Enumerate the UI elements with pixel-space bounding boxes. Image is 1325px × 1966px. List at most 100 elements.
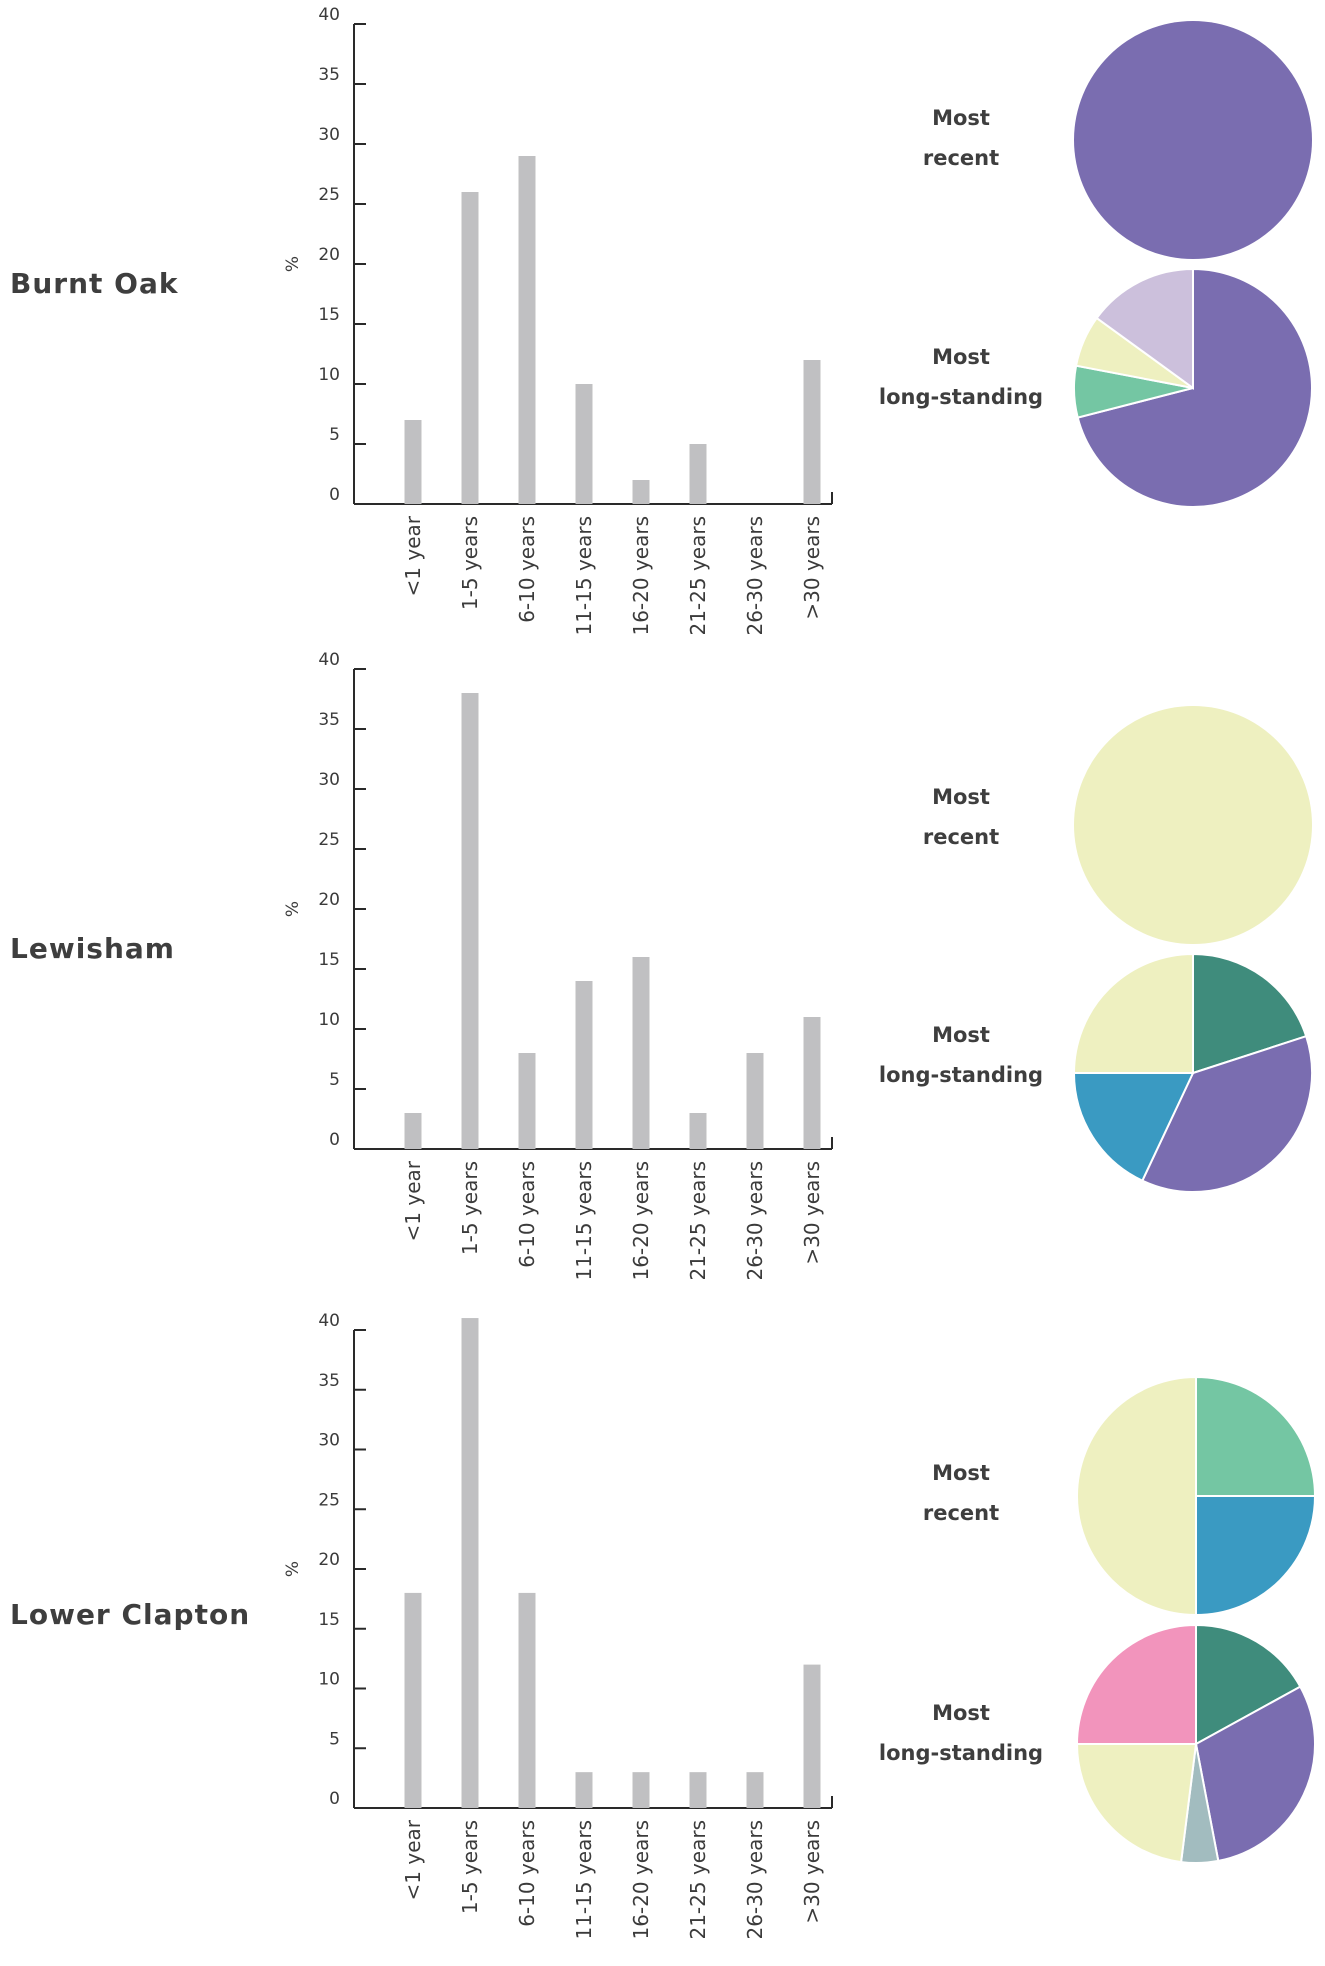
x-tick-label: 16-20 years bbox=[629, 516, 653, 636]
x-tick-label: >30 years bbox=[800, 1820, 824, 1924]
pie-label: long-standing bbox=[879, 385, 1043, 409]
pie-slice bbox=[1076, 267, 1313, 508]
bar bbox=[575, 981, 593, 1149]
pie-1 bbox=[1073, 267, 1313, 508]
bar bbox=[803, 360, 821, 504]
panel-0: Burnt Oak% 0 5 10 15 20 25 30 35 40 <1 year 1-5 yea… bbox=[10, 5, 1313, 636]
y-tick-label: 25 bbox=[318, 830, 340, 850]
x-tick-label: 21-25 years bbox=[686, 516, 710, 636]
y-tick-label: 0 bbox=[329, 1789, 340, 1809]
pie-label: recent bbox=[923, 1501, 999, 1525]
y-tick-label: 40 bbox=[318, 5, 340, 25]
x-tick-label: 6-10 years bbox=[515, 1161, 539, 1268]
y-tick-label: 15 bbox=[318, 305, 340, 325]
y-tick-label: 30 bbox=[318, 770, 340, 790]
x-tick-label: 26-30 years bbox=[743, 516, 767, 636]
pie-slice bbox=[1074, 21, 1312, 259]
bar bbox=[632, 957, 650, 1149]
bar bbox=[518, 1053, 536, 1149]
pie-slice bbox=[1195, 1623, 1302, 1746]
x-tick-label: <1 year bbox=[401, 1819, 425, 1900]
pie-slice bbox=[1076, 1375, 1197, 1617]
pie-label: Most bbox=[932, 1023, 990, 1047]
pie-1 bbox=[1072, 952, 1313, 1193]
pie-label: Most bbox=[932, 1461, 990, 1485]
bar bbox=[803, 1017, 821, 1149]
y-tick-label: 40 bbox=[318, 650, 340, 670]
y-tick-label: 20 bbox=[318, 1550, 340, 1570]
y-axis-label: % bbox=[283, 256, 303, 272]
pie-0 bbox=[1074, 21, 1312, 259]
bar bbox=[689, 1113, 707, 1149]
x-tick-label: 1-5 years bbox=[458, 1161, 482, 1255]
area-title: Lewisham bbox=[10, 932, 175, 965]
pie-label: Most bbox=[932, 106, 990, 130]
pie-slice bbox=[1095, 267, 1194, 390]
y-tick-label: 35 bbox=[318, 1371, 340, 1391]
x-tick-label: 26-30 years bbox=[743, 1820, 767, 1940]
pie-slice bbox=[1072, 1072, 1195, 1183]
y-tick-label: 40 bbox=[318, 1311, 340, 1331]
pie-0 bbox=[1074, 706, 1312, 944]
pie-slice bbox=[1140, 1034, 1313, 1193]
y-tick-label: 10 bbox=[318, 1670, 340, 1690]
bar bbox=[575, 384, 593, 504]
bar bbox=[404, 420, 422, 504]
x-tick-label: 11-15 years bbox=[572, 1161, 596, 1281]
area-title: Lower Clapton bbox=[10, 1598, 250, 1631]
y-tick-label: 15 bbox=[318, 950, 340, 970]
pie-slice bbox=[1072, 952, 1194, 1074]
bar bbox=[689, 444, 707, 504]
x-tick-label: 16-20 years bbox=[629, 1820, 653, 1940]
area-title: Burnt Oak bbox=[10, 267, 179, 300]
x-tick-label: 6-10 years bbox=[515, 1820, 539, 1927]
bar bbox=[404, 1113, 422, 1149]
pie-slice bbox=[1195, 1495, 1317, 1617]
bar bbox=[518, 1592, 536, 1808]
y-tick-label: 0 bbox=[329, 485, 340, 505]
pie-label: long-standing bbox=[879, 1741, 1043, 1765]
y-tick-label: 5 bbox=[329, 1729, 340, 1749]
bar bbox=[461, 693, 479, 1149]
y-tick-label: 35 bbox=[318, 65, 340, 85]
y-tick-label: 35 bbox=[318, 710, 340, 730]
pie-label: Most bbox=[932, 345, 990, 369]
pie-slice bbox=[1192, 952, 1308, 1075]
pie-slice bbox=[1075, 1623, 1197, 1745]
panel-1: Lewisham% 0 5 10 15 20 25 30 35 40 <1 year 1-5 year… bbox=[10, 650, 1313, 1281]
pie-slice bbox=[1075, 1743, 1198, 1864]
y-tick-label: 10 bbox=[318, 365, 340, 385]
x-tick-label: 1-5 years bbox=[458, 1820, 482, 1914]
x-tick-label: 6-10 years bbox=[515, 516, 539, 623]
bar bbox=[689, 1772, 707, 1808]
x-tick-label: <1 year bbox=[401, 1160, 425, 1241]
pie-0 bbox=[1076, 1375, 1317, 1617]
pie-slice bbox=[1194, 1685, 1316, 1863]
pie-label: Most bbox=[932, 785, 990, 809]
pie-label: Most bbox=[932, 1701, 990, 1725]
pie-slice bbox=[1074, 706, 1312, 944]
y-tick-label: 5 bbox=[329, 1070, 340, 1090]
bar bbox=[518, 156, 536, 504]
y-axis-label: % bbox=[283, 1561, 303, 1577]
x-tick-label: 21-25 years bbox=[686, 1161, 710, 1281]
bar bbox=[746, 1772, 764, 1808]
y-tick-label: 25 bbox=[318, 185, 340, 205]
bar bbox=[575, 1772, 593, 1808]
x-tick-label: 1-5 years bbox=[458, 516, 482, 610]
pie-label: recent bbox=[923, 825, 999, 849]
panel-2: Lower Clapton% 0 5 10 15 20 25 30 35 40 <1 year 1-5… bbox=[10, 1311, 1317, 1940]
pie-label: recent bbox=[923, 146, 999, 170]
y-tick-label: 30 bbox=[318, 125, 340, 145]
bar bbox=[632, 1772, 650, 1808]
bar bbox=[632, 480, 650, 504]
y-tick-label: 25 bbox=[318, 1490, 340, 1510]
x-tick-label: 11-15 years bbox=[572, 1820, 596, 1940]
bar bbox=[746, 1053, 764, 1149]
y-tick-label: 20 bbox=[318, 245, 340, 265]
x-tick-label: <1 year bbox=[401, 515, 425, 596]
x-tick-label: >30 years bbox=[800, 1161, 824, 1265]
x-tick-label: 21-25 years bbox=[686, 1820, 710, 1940]
bar bbox=[461, 1318, 479, 1808]
